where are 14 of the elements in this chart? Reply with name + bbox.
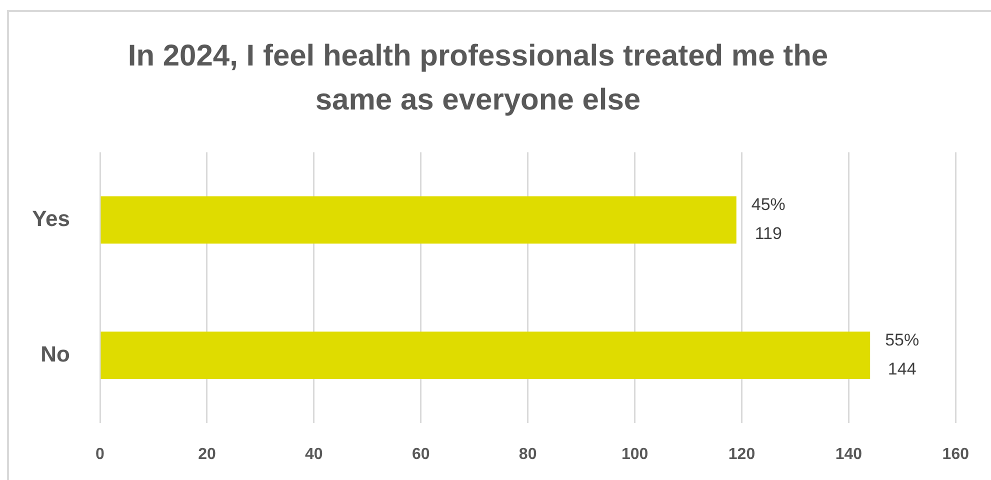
y-tick-label: Yes	[32, 206, 70, 231]
x-tick-label: 140	[835, 446, 862, 464]
x-tick-label: 0	[96, 446, 105, 464]
x-tick-label: 160	[942, 446, 970, 464]
x-tick-label: 120	[728, 446, 756, 464]
x-tick-label: 100	[621, 446, 648, 464]
x-tick-label: 20	[198, 446, 216, 464]
x-tick-label: 60	[412, 446, 430, 464]
x-tick-label: 40	[305, 446, 323, 464]
chart-title: In 2024, I feel health professionals treated me the same as everyone else	[128, 39, 828, 116]
data-label: 55% 144	[885, 330, 920, 378]
data-label: 45% 119	[751, 195, 786, 244]
y-tick-label: No	[40, 341, 70, 366]
x-tick-label: 80	[518, 446, 537, 464]
